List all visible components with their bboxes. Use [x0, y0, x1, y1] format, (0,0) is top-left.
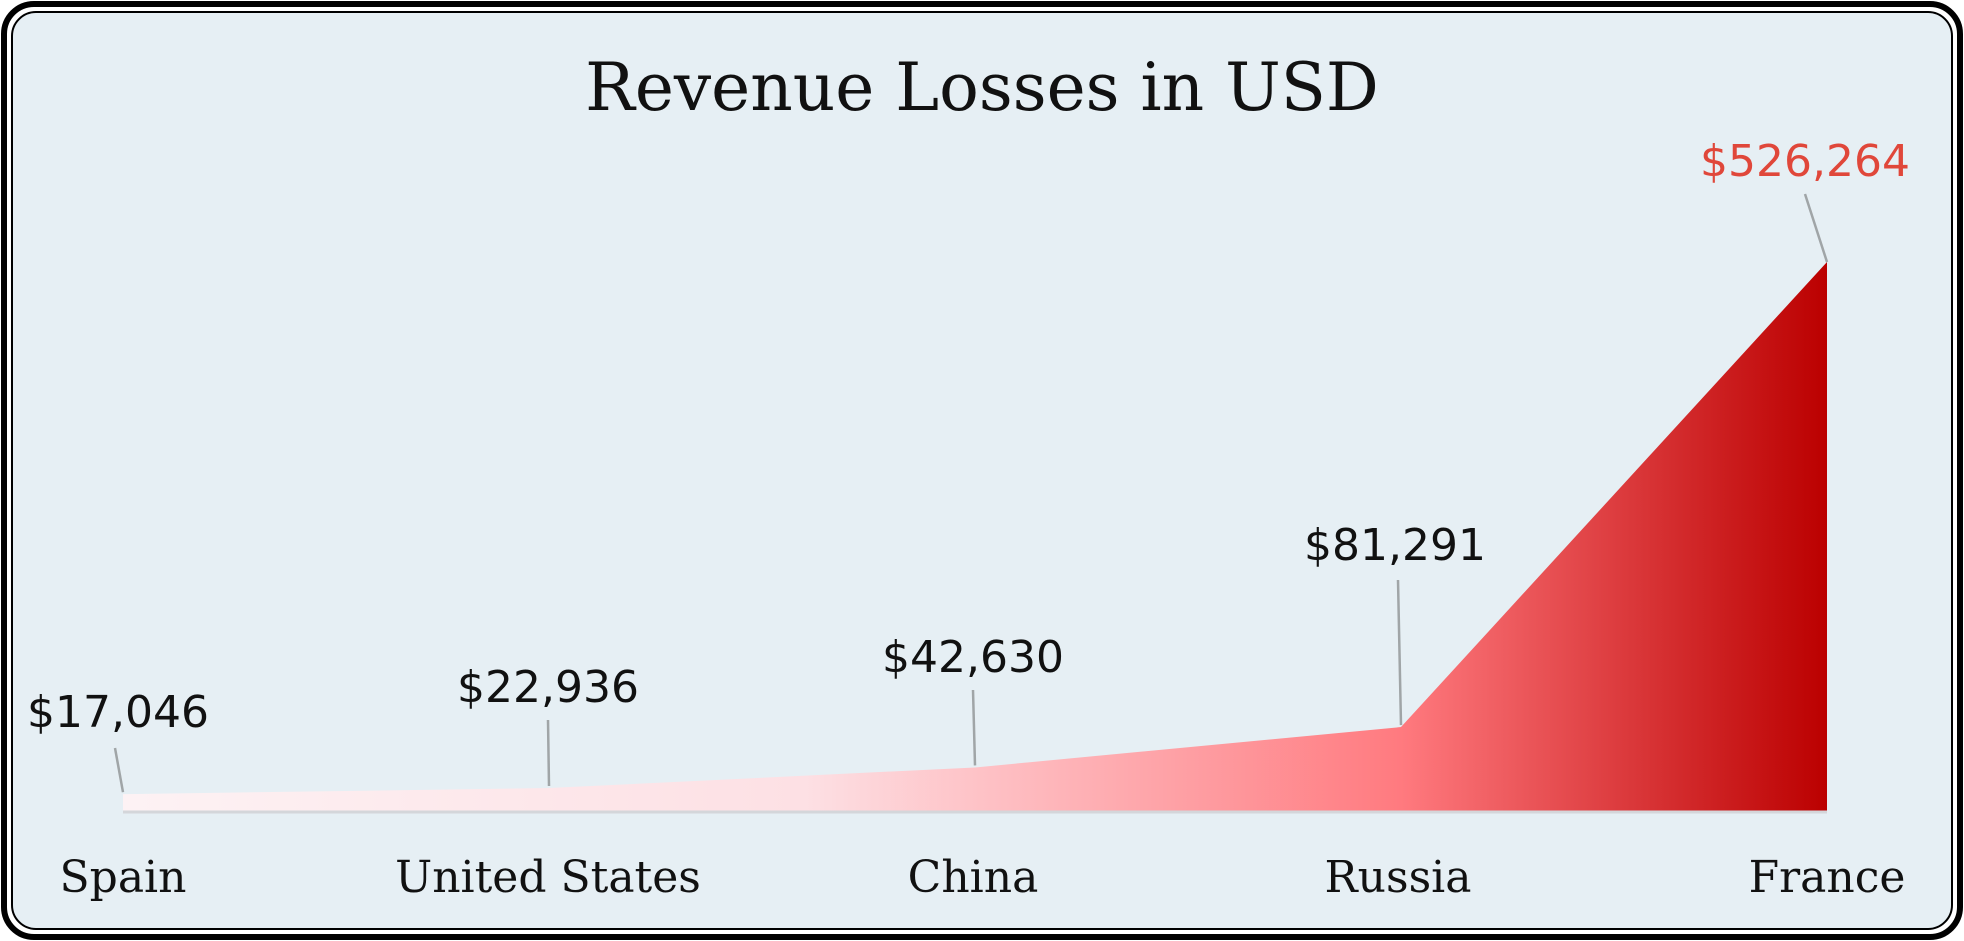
category-label: United States	[395, 852, 701, 903]
value-label: $17,046	[27, 687, 209, 738]
value-label: $526,264	[1700, 136, 1910, 187]
plot-area	[123, 262, 1827, 814]
category-label: Russia	[1325, 852, 1472, 903]
leader-line	[1396, 579, 1403, 726]
value-labels: $17,046 $22,936 $42,630 $81,291 $526,264	[27, 136, 1910, 793]
leader-line	[1803, 193, 1829, 263]
value-label: $42,630	[882, 632, 1064, 683]
leader-line	[971, 689, 977, 766]
category-label: France	[1749, 852, 1906, 903]
chart-title: Revenue Losses in USD	[585, 49, 1379, 126]
category-label: China	[908, 852, 1039, 903]
leader-line	[546, 719, 551, 787]
category-label: Spain	[60, 852, 187, 903]
value-label: $22,936	[457, 662, 639, 713]
leader-line	[113, 747, 125, 793]
category-labels: Spain United States China Russia France	[60, 852, 1906, 903]
area-series	[123, 262, 1827, 812]
value-label: $81,291	[1304, 520, 1486, 571]
